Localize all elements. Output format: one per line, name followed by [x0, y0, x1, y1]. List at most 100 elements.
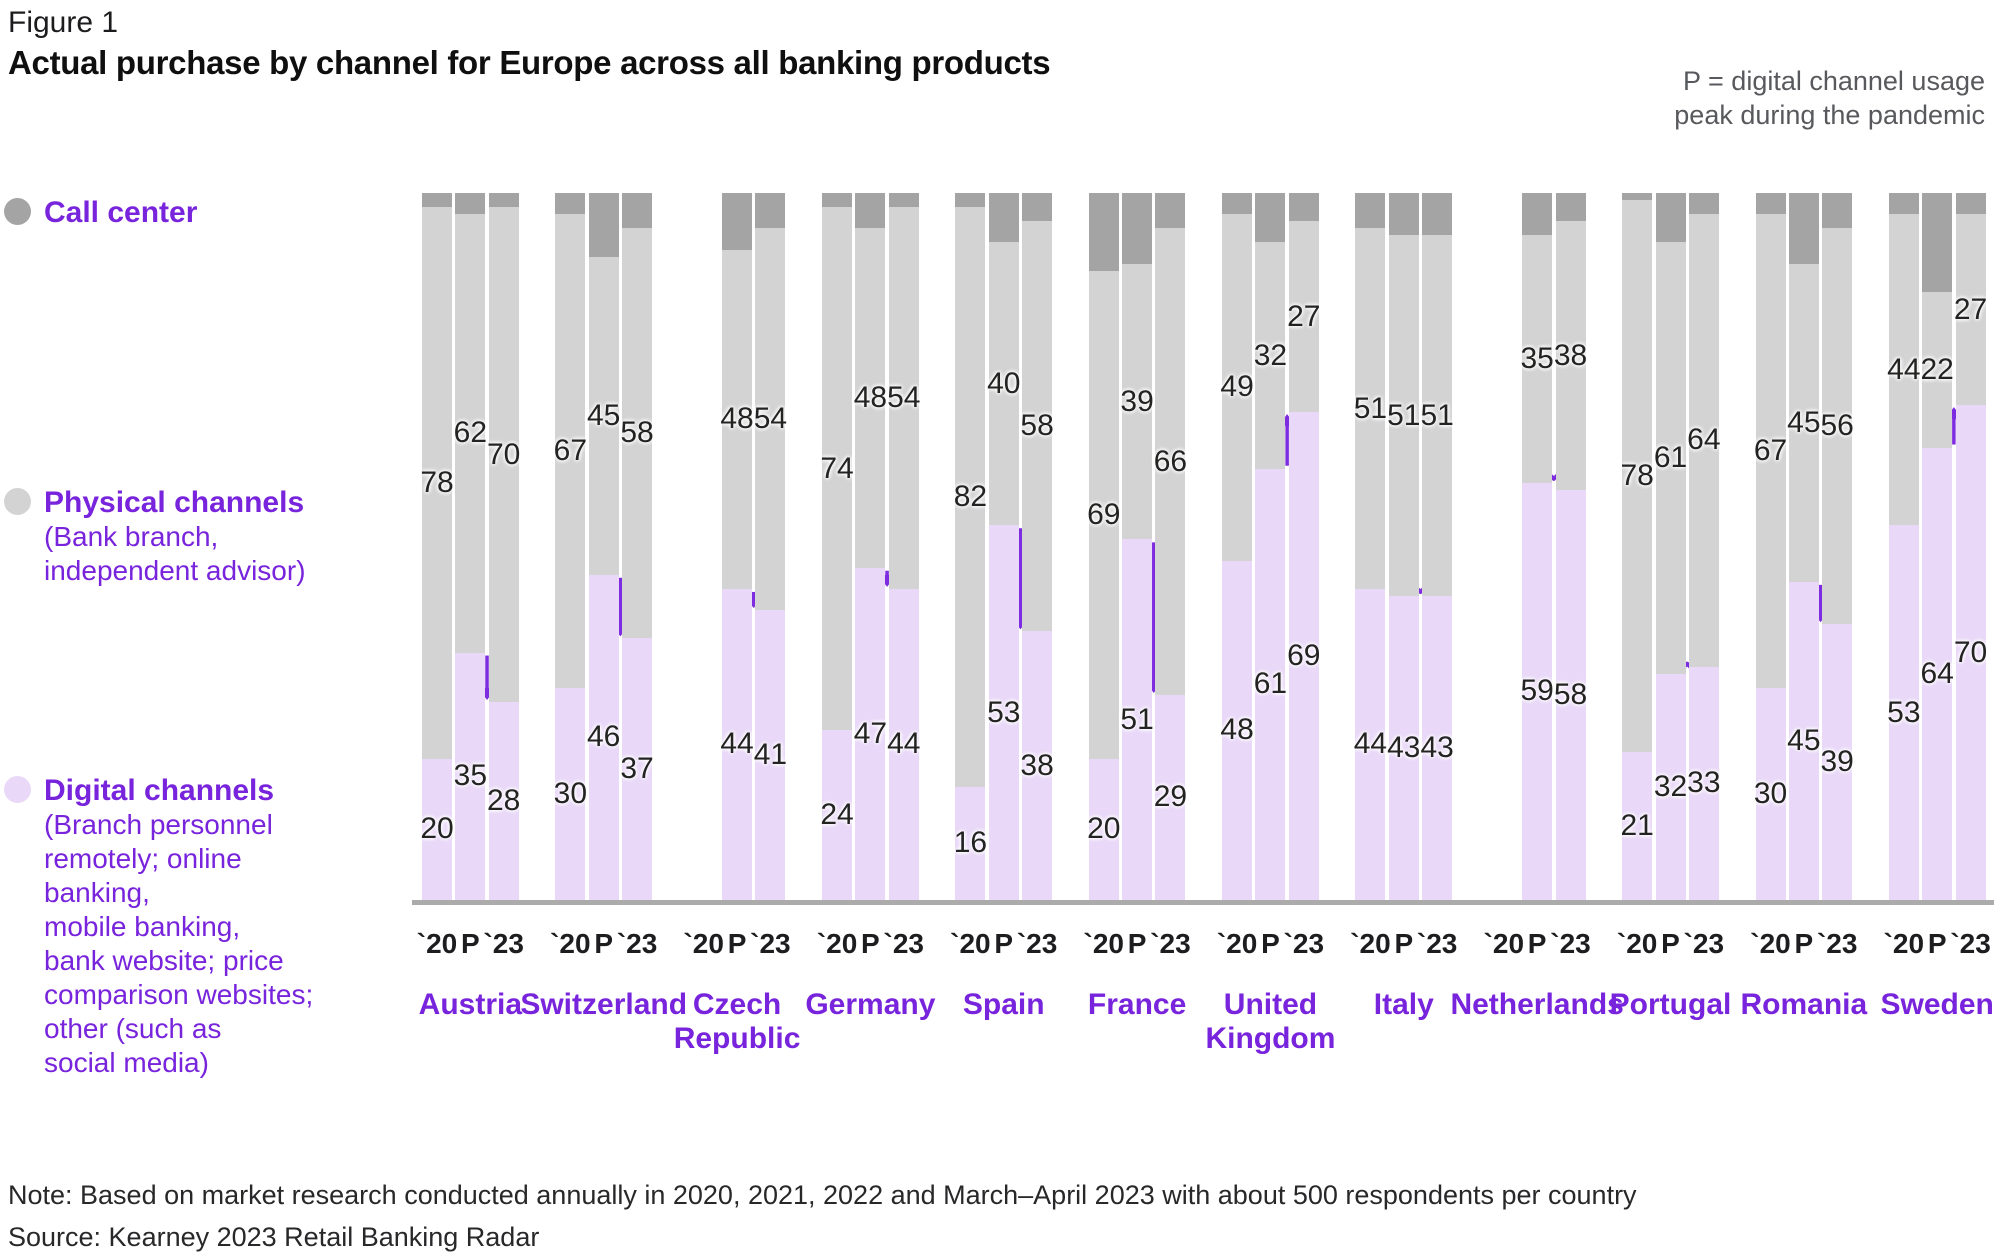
- digital-value-germany-0: 24: [820, 798, 854, 832]
- physical-value-spain-1: 40: [987, 366, 1021, 400]
- segment-physical: [1122, 263, 1153, 540]
- country-label-romania: Romania: [1740, 988, 1868, 1021]
- country-label-united-kingdom: United Kingdom: [1205, 988, 1336, 1055]
- segment-digital: [1122, 539, 1153, 900]
- legend: Call center Physical channels (Bank bran…: [0, 0, 320, 1100]
- segment-call-center: [1155, 193, 1186, 229]
- segment-digital: [1255, 468, 1286, 900]
- x-tick-romania-0: `20: [1750, 928, 1791, 959]
- segment-call-center: [1955, 193, 1986, 215]
- bar-sweden-0: [1888, 193, 1919, 900]
- figure-label: Figure 1: [8, 6, 119, 39]
- x-tick-austria-2: `23: [483, 928, 524, 959]
- segment-physical: [988, 242, 1019, 526]
- segment-physical: [888, 207, 919, 589]
- physical-value-france-0: 69: [1087, 497, 1121, 531]
- x-tick-romania-2: `23: [1816, 928, 1858, 959]
- segment-physical: [1022, 221, 1053, 632]
- digital-value-spain-2: 38: [1020, 748, 1054, 782]
- segment-call-center: [1755, 193, 1786, 215]
- segment-call-center: [1388, 193, 1419, 236]
- segment-digital: [1022, 631, 1053, 900]
- bar-portugal-1: [1655, 193, 1686, 900]
- bar-spain-1: [988, 193, 1019, 900]
- bar-italy-2: [1422, 193, 1453, 900]
- physical-value-united-kingdom-2: 27: [1287, 299, 1321, 333]
- legend-digital-sublabel: (Branch personnel remotely; online banki…: [44, 809, 314, 1078]
- segment-call-center: [555, 193, 586, 215]
- segment-call-center: [1655, 193, 1686, 243]
- physical-value-france-1: 39: [1120, 384, 1154, 418]
- segment-call-center: [1888, 193, 1919, 215]
- segment-digital: [888, 588, 919, 900]
- x-tick-switzerland-2: `23: [616, 928, 658, 959]
- x-tick-portugal-2: `23: [1683, 928, 1725, 959]
- segment-physical: [1555, 221, 1586, 490]
- x-tick-germany-0: `20: [816, 928, 858, 959]
- digital-value-france-2: 29: [1153, 780, 1188, 814]
- x-tick-spain-1: P: [994, 928, 1014, 959]
- physical-value-italy-0: 51: [1353, 391, 1388, 425]
- segment-call-center: [1922, 193, 1953, 292]
- x-tick-czech-republic-0: `20: [683, 928, 724, 959]
- segment-physical: [422, 207, 452, 759]
- bar-netherlands-2: [1555, 193, 1586, 900]
- bar-switzerland-1: [588, 193, 619, 900]
- segment-physical: [1955, 214, 1986, 406]
- segment-physical: [1755, 214, 1786, 688]
- x-tick-sweden-1: P: [1927, 928, 1947, 959]
- physical-value-romania-2: 56: [1820, 409, 1854, 443]
- x-axis-line: [412, 900, 1994, 905]
- country-label-austria: Austria: [418, 988, 523, 1021]
- country-label-czech-republic: Czech Republic: [673, 988, 801, 1055]
- digital-value-switzerland-2: 37: [620, 752, 654, 786]
- segment-physical: [755, 228, 786, 611]
- segment-call-center: [722, 193, 753, 250]
- digital-value-netherlands-2: 58: [1553, 677, 1588, 711]
- x-tick-netherlands-1: P: [1527, 928, 1547, 959]
- bar-united-kingdom-1: [1255, 193, 1286, 900]
- x-tick-italy-1: P: [1394, 928, 1414, 959]
- physical-value-netherlands-1: 35: [1520, 342, 1554, 376]
- digital-value-sweden-0: 53: [1887, 695, 1921, 729]
- segment-call-center: [455, 193, 486, 215]
- bar-france-0: [1088, 193, 1119, 900]
- x-tick-spain-2: `23: [1016, 928, 1058, 959]
- segment-digital: [1822, 624, 1853, 900]
- physical-value-switzerland-0: 67: [553, 434, 588, 468]
- physical-value-sweden-1: 22: [1920, 352, 1954, 386]
- physical-value-austria-2: 70: [487, 437, 521, 471]
- digital-value-germany-2: 44: [887, 727, 921, 761]
- segment-physical: [1388, 235, 1419, 596]
- segment-call-center: [588, 193, 619, 257]
- segment-physical: [1155, 228, 1186, 695]
- digital-value-czech-republic-2: 41: [753, 738, 788, 772]
- segment-physical: [1288, 221, 1319, 413]
- physical-value-germany-0: 74: [820, 451, 854, 485]
- physical-value-netherlands-2: 38: [1553, 338, 1588, 372]
- segment-digital: [1622, 751, 1653, 900]
- physical-value-sweden-0: 44: [1887, 352, 1921, 386]
- physical-value-portugal-0: 78: [1620, 458, 1654, 492]
- country-label-sweden: Sweden: [1880, 988, 1994, 1021]
- segment-physical: [1655, 242, 1686, 674]
- bar-germany-2: [888, 193, 919, 900]
- x-tick-sweden-0: `20: [1883, 928, 1925, 959]
- segment-physical: [1888, 214, 1919, 526]
- segment-digital: [1088, 758, 1119, 900]
- bar-austria-1: [455, 193, 486, 900]
- segment-digital: [1755, 687, 1786, 900]
- x-tick-germany-1: P: [861, 928, 880, 959]
- digital-value-france-1: 51: [1120, 702, 1154, 736]
- digital-value-netherlands-1: 59: [1520, 674, 1554, 708]
- x-tick-austria-1: P: [461, 928, 480, 959]
- segment-call-center: [1822, 193, 1853, 229]
- physical-value-spain-2: 58: [1020, 409, 1054, 443]
- digital-value-spain-1: 53: [987, 695, 1021, 729]
- digital-value-italy-2: 43: [1420, 730, 1454, 764]
- bar-italy-0: [1355, 193, 1386, 900]
- digital-value-austria-1: 35: [453, 759, 488, 793]
- chart-title: Actual purchase by channel for Europe ac…: [8, 44, 1051, 81]
- segment-digital: [955, 786, 986, 900]
- segment-digital: [1922, 447, 1953, 900]
